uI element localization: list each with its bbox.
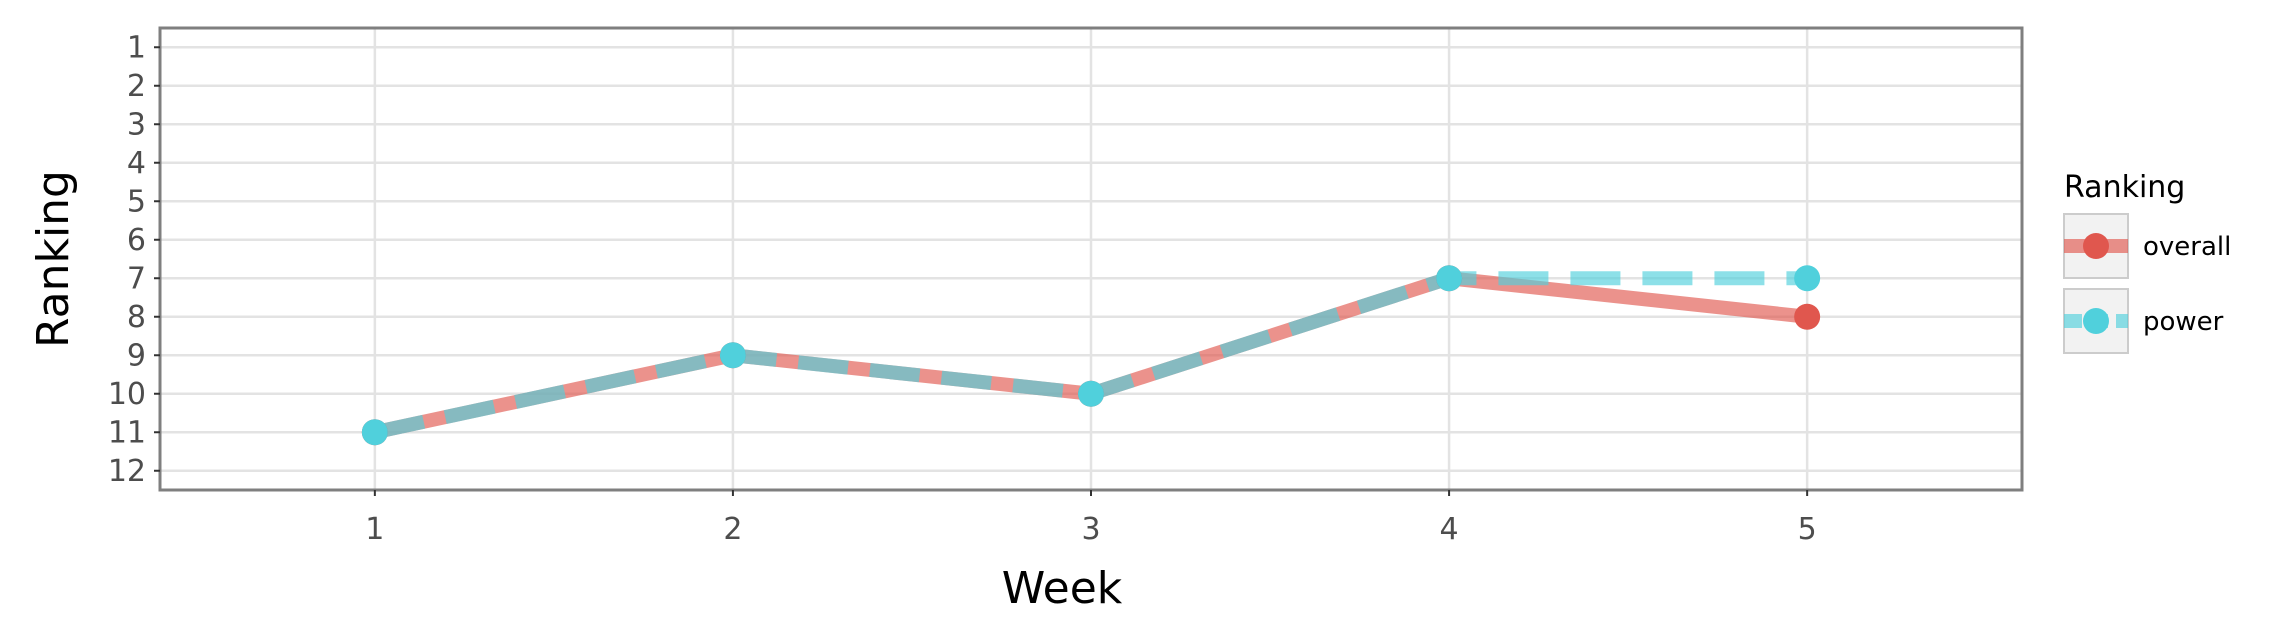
y-tick-label: 12: [108, 454, 146, 489]
y-tick-label: 1: [127, 30, 146, 65]
y-tick-label: 11: [108, 415, 146, 450]
legend-items: overall power: [2063, 213, 2231, 354]
data-point-power: [719, 342, 746, 369]
y-tick-label: 7: [127, 261, 146, 296]
y-tick-label: 10: [108, 377, 146, 412]
x-tick-label: 2: [723, 512, 742, 547]
series-layer: [361, 265, 1821, 446]
y-tick-label: 8: [127, 300, 146, 335]
y-tick-label: 2: [127, 69, 146, 104]
data-point-power: [1436, 265, 1463, 292]
x-tick-label: 5: [1798, 512, 1817, 547]
y-tick-label: 5: [127, 184, 146, 219]
y-tick-label: 3: [127, 107, 146, 142]
legend-label-power: power: [2143, 307, 2224, 337]
y-tick-label: 4: [127, 146, 146, 181]
y-tick-label: 6: [127, 223, 146, 258]
legend-label-overall: overall: [2143, 232, 2231, 262]
x-tick-label: 3: [1081, 512, 1100, 547]
data-point-power: [1794, 265, 1821, 292]
data-point-power: [1078, 380, 1104, 407]
legend-point-overall: [2083, 233, 2109, 259]
legend: Ranking overall power: [2063, 170, 2231, 354]
legend-point-power: [2083, 308, 2109, 334]
data-point-power: [361, 419, 388, 446]
x-tick-label: 1: [365, 512, 384, 547]
legend-title: Ranking: [2064, 170, 2185, 205]
y-tick-label: 9: [127, 338, 146, 373]
x-tick-label: 4: [1440, 512, 1459, 547]
data-point-overall: [1794, 303, 1821, 330]
x-axis-title: Week: [1002, 563, 1123, 614]
y-axis-title: Ranking: [28, 170, 79, 348]
